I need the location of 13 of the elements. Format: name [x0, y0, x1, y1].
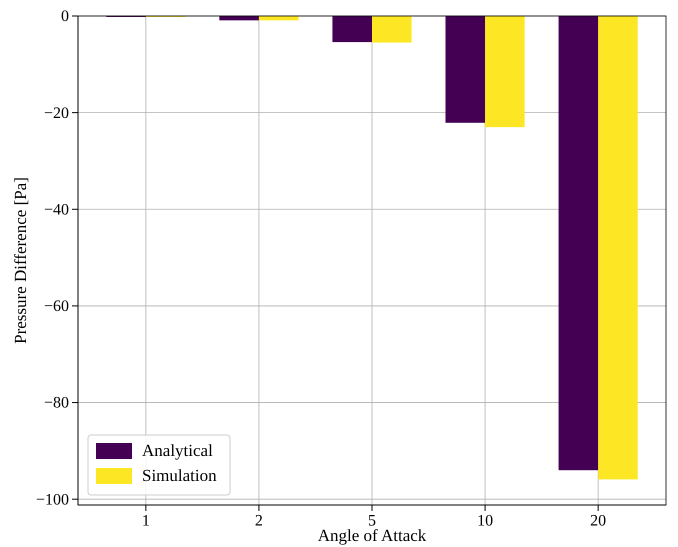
- y-tick-label: 0: [61, 8, 69, 26]
- y-tick-label: −60: [44, 298, 69, 316]
- y-tick-label: −80: [44, 394, 69, 412]
- y-tick-label: −20: [44, 104, 69, 122]
- x-tick-label: 2: [254, 512, 263, 530]
- y-axis-title: Pressure Difference [Pa]: [11, 177, 30, 344]
- x-tick-label: 20: [590, 512, 606, 530]
- legend-label: Simulation: [142, 466, 218, 485]
- y-tick-label: −100: [36, 491, 69, 508]
- legend-label: Analytical: [142, 441, 214, 460]
- y-tick-label: −40: [44, 201, 69, 218]
- x-tick-label: 1: [142, 512, 150, 530]
- x-tick-label: 10: [477, 512, 494, 530]
